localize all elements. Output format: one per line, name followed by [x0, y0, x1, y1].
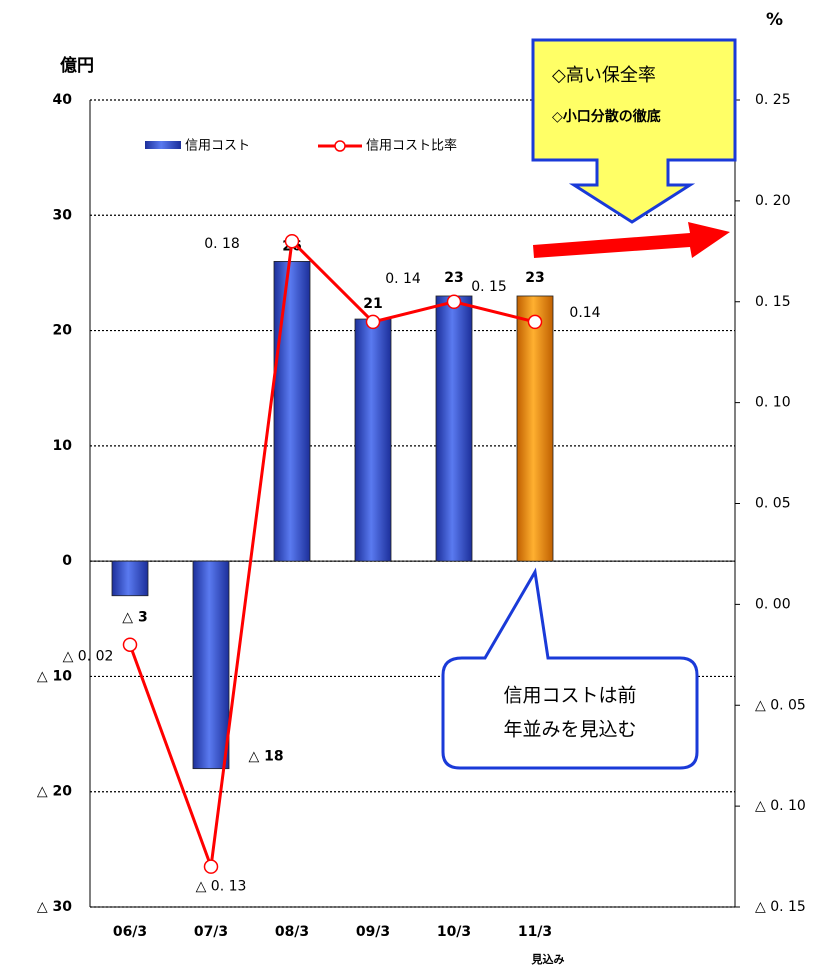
bar-value-label: 23	[444, 270, 463, 286]
legend-swatch	[334, 140, 346, 152]
legend-swatch	[145, 141, 181, 149]
y-tick-label: 0	[62, 553, 72, 569]
callout-bottom	[441, 567, 699, 770]
y-axis-label: 億円	[60, 55, 94, 76]
y2-tick-label: △ 0. 10	[755, 798, 806, 814]
y2-tick-label: 0. 05	[755, 496, 791, 512]
line-marker	[203, 859, 219, 874]
line-marker	[527, 314, 543, 330]
y2-tick-label: 0. 20	[755, 193, 791, 209]
callout-text: ◇高い保全率	[552, 65, 656, 86]
y-tick-label: 10	[53, 438, 73, 454]
legend-label: 信用コスト比率	[366, 138, 457, 154]
line	[128, 238, 536, 868]
callout-top	[531, 38, 737, 224]
line-value-label: 0. 14	[385, 271, 421, 287]
bar	[354, 318, 392, 562]
callout-text: 年並みを見込む	[503, 719, 636, 741]
line-value-label: △ 0. 02	[63, 649, 114, 665]
y2-tick-label: 0. 10	[755, 395, 791, 411]
x-tick-label: 09/3	[356, 924, 390, 940]
y2-tick-label: 0. 00	[755, 596, 791, 612]
line-value-label: 0. 15	[471, 279, 507, 295]
callout-text: 信用コストは前	[503, 685, 636, 707]
y-tick-label: △ 10	[37, 668, 72, 684]
y2-tick-label: 0. 25	[755, 92, 791, 108]
y-tick-label: △ 20	[37, 784, 72, 800]
bar	[111, 560, 149, 597]
x-tick-label: 07/3	[194, 924, 228, 940]
bar	[435, 295, 473, 562]
x-tick-label: 11/3	[518, 924, 552, 940]
bar-value-label: 23	[525, 270, 544, 286]
callout-text: ◇小口分散の徹底	[552, 108, 661, 125]
line-value-label: 0.14	[569, 305, 600, 321]
y2-tick-label: △ 0. 05	[755, 697, 806, 713]
y-tick-label: 40	[53, 92, 73, 108]
line-marker	[446, 294, 462, 309]
bar-value-label: △ 18	[248, 749, 283, 765]
line-marker	[122, 637, 138, 652]
y-tick-label: △ 30	[37, 899, 72, 915]
y-tick-label: 30	[53, 207, 73, 223]
line-marker	[284, 233, 300, 249]
bar	[273, 260, 311, 562]
plot: 40 30 20 10 0 △ 10 △ 20 △ 30 0. 25 0. 20 0. 15 0. 1…	[37, 92, 806, 940]
legend-label: 信用コスト	[185, 139, 250, 154]
y2-tick-label: △ 0. 15	[755, 899, 806, 915]
line-value-label: 0. 18	[204, 236, 240, 252]
x-tick-label: 08/3	[275, 924, 309, 940]
x-tick-label: 10/3	[437, 924, 471, 940]
line-marker	[365, 314, 381, 330]
bar-value-label: 21	[363, 296, 382, 312]
x-tick-label: 06/3	[113, 924, 147, 940]
y2-axis-label: %	[766, 10, 783, 30]
trend-arrow	[533, 222, 730, 258]
bar	[192, 560, 230, 770]
line-value-label: △ 0. 13	[196, 879, 247, 895]
y-tick-label: 20	[53, 323, 73, 339]
y2-tick-label: 0. 15	[755, 294, 791, 310]
category-note: 見込み	[531, 952, 565, 965]
bar	[516, 295, 554, 562]
bar-value-label: △ 3	[122, 610, 147, 626]
